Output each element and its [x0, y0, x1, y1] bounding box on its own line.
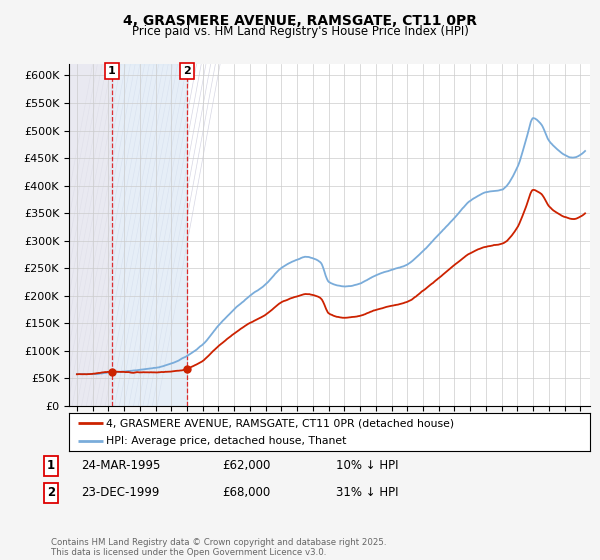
Text: 2: 2 — [47, 486, 55, 500]
Text: 24-MAR-1995: 24-MAR-1995 — [81, 459, 160, 473]
Text: 1: 1 — [47, 459, 55, 473]
Text: 4, GRASMERE AVENUE, RAMSGATE, CT11 0PR (detached house): 4, GRASMERE AVENUE, RAMSGATE, CT11 0PR (… — [106, 418, 455, 428]
Text: £62,000: £62,000 — [222, 459, 271, 473]
Text: 2: 2 — [183, 66, 191, 76]
Text: HPI: Average price, detached house, Thanet: HPI: Average price, detached house, Than… — [106, 436, 347, 446]
Text: 31% ↓ HPI: 31% ↓ HPI — [336, 486, 398, 500]
Text: Contains HM Land Registry data © Crown copyright and database right 2025.
This d: Contains HM Land Registry data © Crown c… — [51, 538, 386, 557]
Text: 23-DEC-1999: 23-DEC-1999 — [81, 486, 160, 500]
Text: 1: 1 — [108, 66, 116, 76]
Text: Price paid vs. HM Land Registry's House Price Index (HPI): Price paid vs. HM Land Registry's House … — [131, 25, 469, 38]
Text: 4, GRASMERE AVENUE, RAMSGATE, CT11 0PR: 4, GRASMERE AVENUE, RAMSGATE, CT11 0PR — [123, 14, 477, 28]
Text: 10% ↓ HPI: 10% ↓ HPI — [336, 459, 398, 473]
Text: £68,000: £68,000 — [222, 486, 270, 500]
